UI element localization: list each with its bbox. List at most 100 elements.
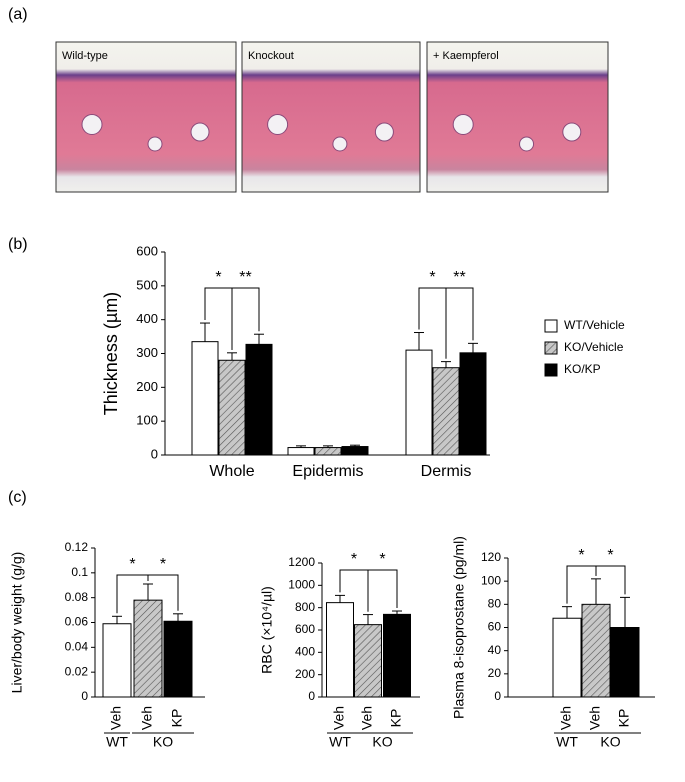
image-label: + Kaempferol (433, 50, 499, 62)
x-tick-label: KP (388, 709, 404, 728)
vessel (267, 114, 289, 135)
bar (314, 447, 342, 456)
y-tick-label: 80 (488, 597, 502, 611)
histology-image (241, 41, 421, 193)
significance-bracket (418, 287, 447, 359)
significance-label: * (129, 556, 135, 573)
y-tick-label: 400 (136, 311, 158, 326)
significance-label: * (351, 551, 357, 568)
significance-bracket (595, 565, 626, 595)
y-axis-label: Plasma 8-isoprostane (pg/ml) (451, 536, 467, 719)
panel-label: (b) (8, 236, 28, 253)
bar (459, 352, 487, 456)
y-tick-label: 60 (488, 620, 502, 634)
group-label: WT (329, 734, 351, 750)
histology-image (55, 41, 237, 193)
x-tick-label: Veh (331, 706, 347, 730)
y-tick-label: 0.06 (65, 615, 89, 629)
x-tick-label: KP (616, 709, 632, 728)
x-tick-label: Veh (108, 706, 124, 730)
vessel (332, 136, 348, 152)
bar (552, 617, 582, 698)
bar (287, 447, 315, 456)
significance-bracket (367, 569, 398, 612)
bar (133, 599, 163, 698)
bar (102, 623, 132, 698)
significance-bracket (445, 287, 474, 359)
y-tick-label: 600 (295, 622, 315, 636)
group-label: KO (372, 734, 392, 750)
group-label: KO (153, 734, 173, 750)
y-tick-label: 0 (151, 446, 158, 461)
bar (326, 602, 354, 698)
x-tick-label: Veh (558, 706, 574, 730)
y-tick-label: 0.12 (65, 540, 89, 554)
vessel (147, 136, 163, 152)
bar (191, 341, 219, 456)
bar (218, 359, 246, 456)
x-tick-label: Whole (209, 463, 254, 480)
x-tick-label: Veh (139, 706, 155, 730)
y-tick-label: 0.04 (65, 640, 89, 654)
y-tick-label: 100 (481, 573, 501, 587)
significance-label: * (215, 269, 221, 286)
y-axis-label: Thickness (µm) (101, 292, 121, 415)
vessel (81, 114, 103, 135)
significance-label: ** (239, 269, 251, 286)
y-tick-label: 40 (488, 643, 502, 657)
bar (581, 603, 611, 698)
bar (610, 627, 640, 698)
y-tick-label: 0.02 (65, 664, 89, 678)
x-tick-label: Dermis (421, 463, 472, 480)
y-tick-label: 1000 (288, 578, 315, 592)
group-label: WT (106, 734, 128, 750)
y-tick-label: 400 (295, 645, 315, 659)
significance-bracket (147, 574, 179, 611)
bar (245, 343, 273, 456)
significance-label: * (429, 269, 435, 286)
y-tick-label: 0 (81, 689, 88, 703)
y-tick-label: 120 (481, 550, 501, 564)
legend-swatch (544, 363, 558, 377)
y-tick-label: 0.08 (65, 590, 89, 604)
x-tick-label: Veh (587, 706, 603, 730)
image-label: Wild-type (62, 50, 108, 62)
vessel (519, 136, 535, 152)
legend-swatch (544, 341, 558, 355)
x-tick-label: Epidermis (292, 463, 363, 480)
y-tick-label: 0 (308, 689, 315, 703)
panel-label: (c) (8, 489, 27, 506)
significance-label: * (160, 556, 166, 573)
y-tick-label: 500 (136, 277, 158, 292)
legend-label: KO/Vehicle (564, 340, 624, 354)
bar (163, 620, 193, 698)
x-tick-label: KP (169, 709, 185, 728)
legend-label: WT/Vehicle (564, 318, 625, 332)
y-axis-label: Liver/body weight (g/g) (9, 552, 25, 694)
vessel (452, 114, 474, 135)
y-tick-label: 200 (136, 379, 158, 394)
bar (405, 349, 433, 456)
y-tick-label: 0 (494, 689, 501, 703)
y-tick-label: 600 (136, 243, 158, 258)
significance-bracket (566, 565, 597, 604)
image-label: Knockout (248, 50, 294, 62)
y-tick-label: 300 (136, 345, 158, 360)
vessel (374, 122, 394, 142)
x-tick-label: Veh (359, 706, 375, 730)
panel-label: (a) (8, 6, 28, 23)
bar (383, 613, 411, 698)
y-tick-label: 20 (488, 666, 502, 680)
significance-bracket (204, 287, 233, 350)
significance-bracket (231, 287, 260, 350)
vessel (562, 122, 582, 142)
y-tick-label: 100 (136, 413, 158, 428)
significance-label: * (578, 547, 584, 564)
y-tick-label: 0.1 (71, 565, 88, 579)
y-tick-label: 1200 (288, 555, 315, 569)
legend-label: KO/KP (564, 362, 601, 376)
y-tick-label: 200 (295, 667, 315, 681)
bar (354, 624, 382, 698)
y-axis-label: RBC (×10⁴/µl) (259, 586, 275, 674)
